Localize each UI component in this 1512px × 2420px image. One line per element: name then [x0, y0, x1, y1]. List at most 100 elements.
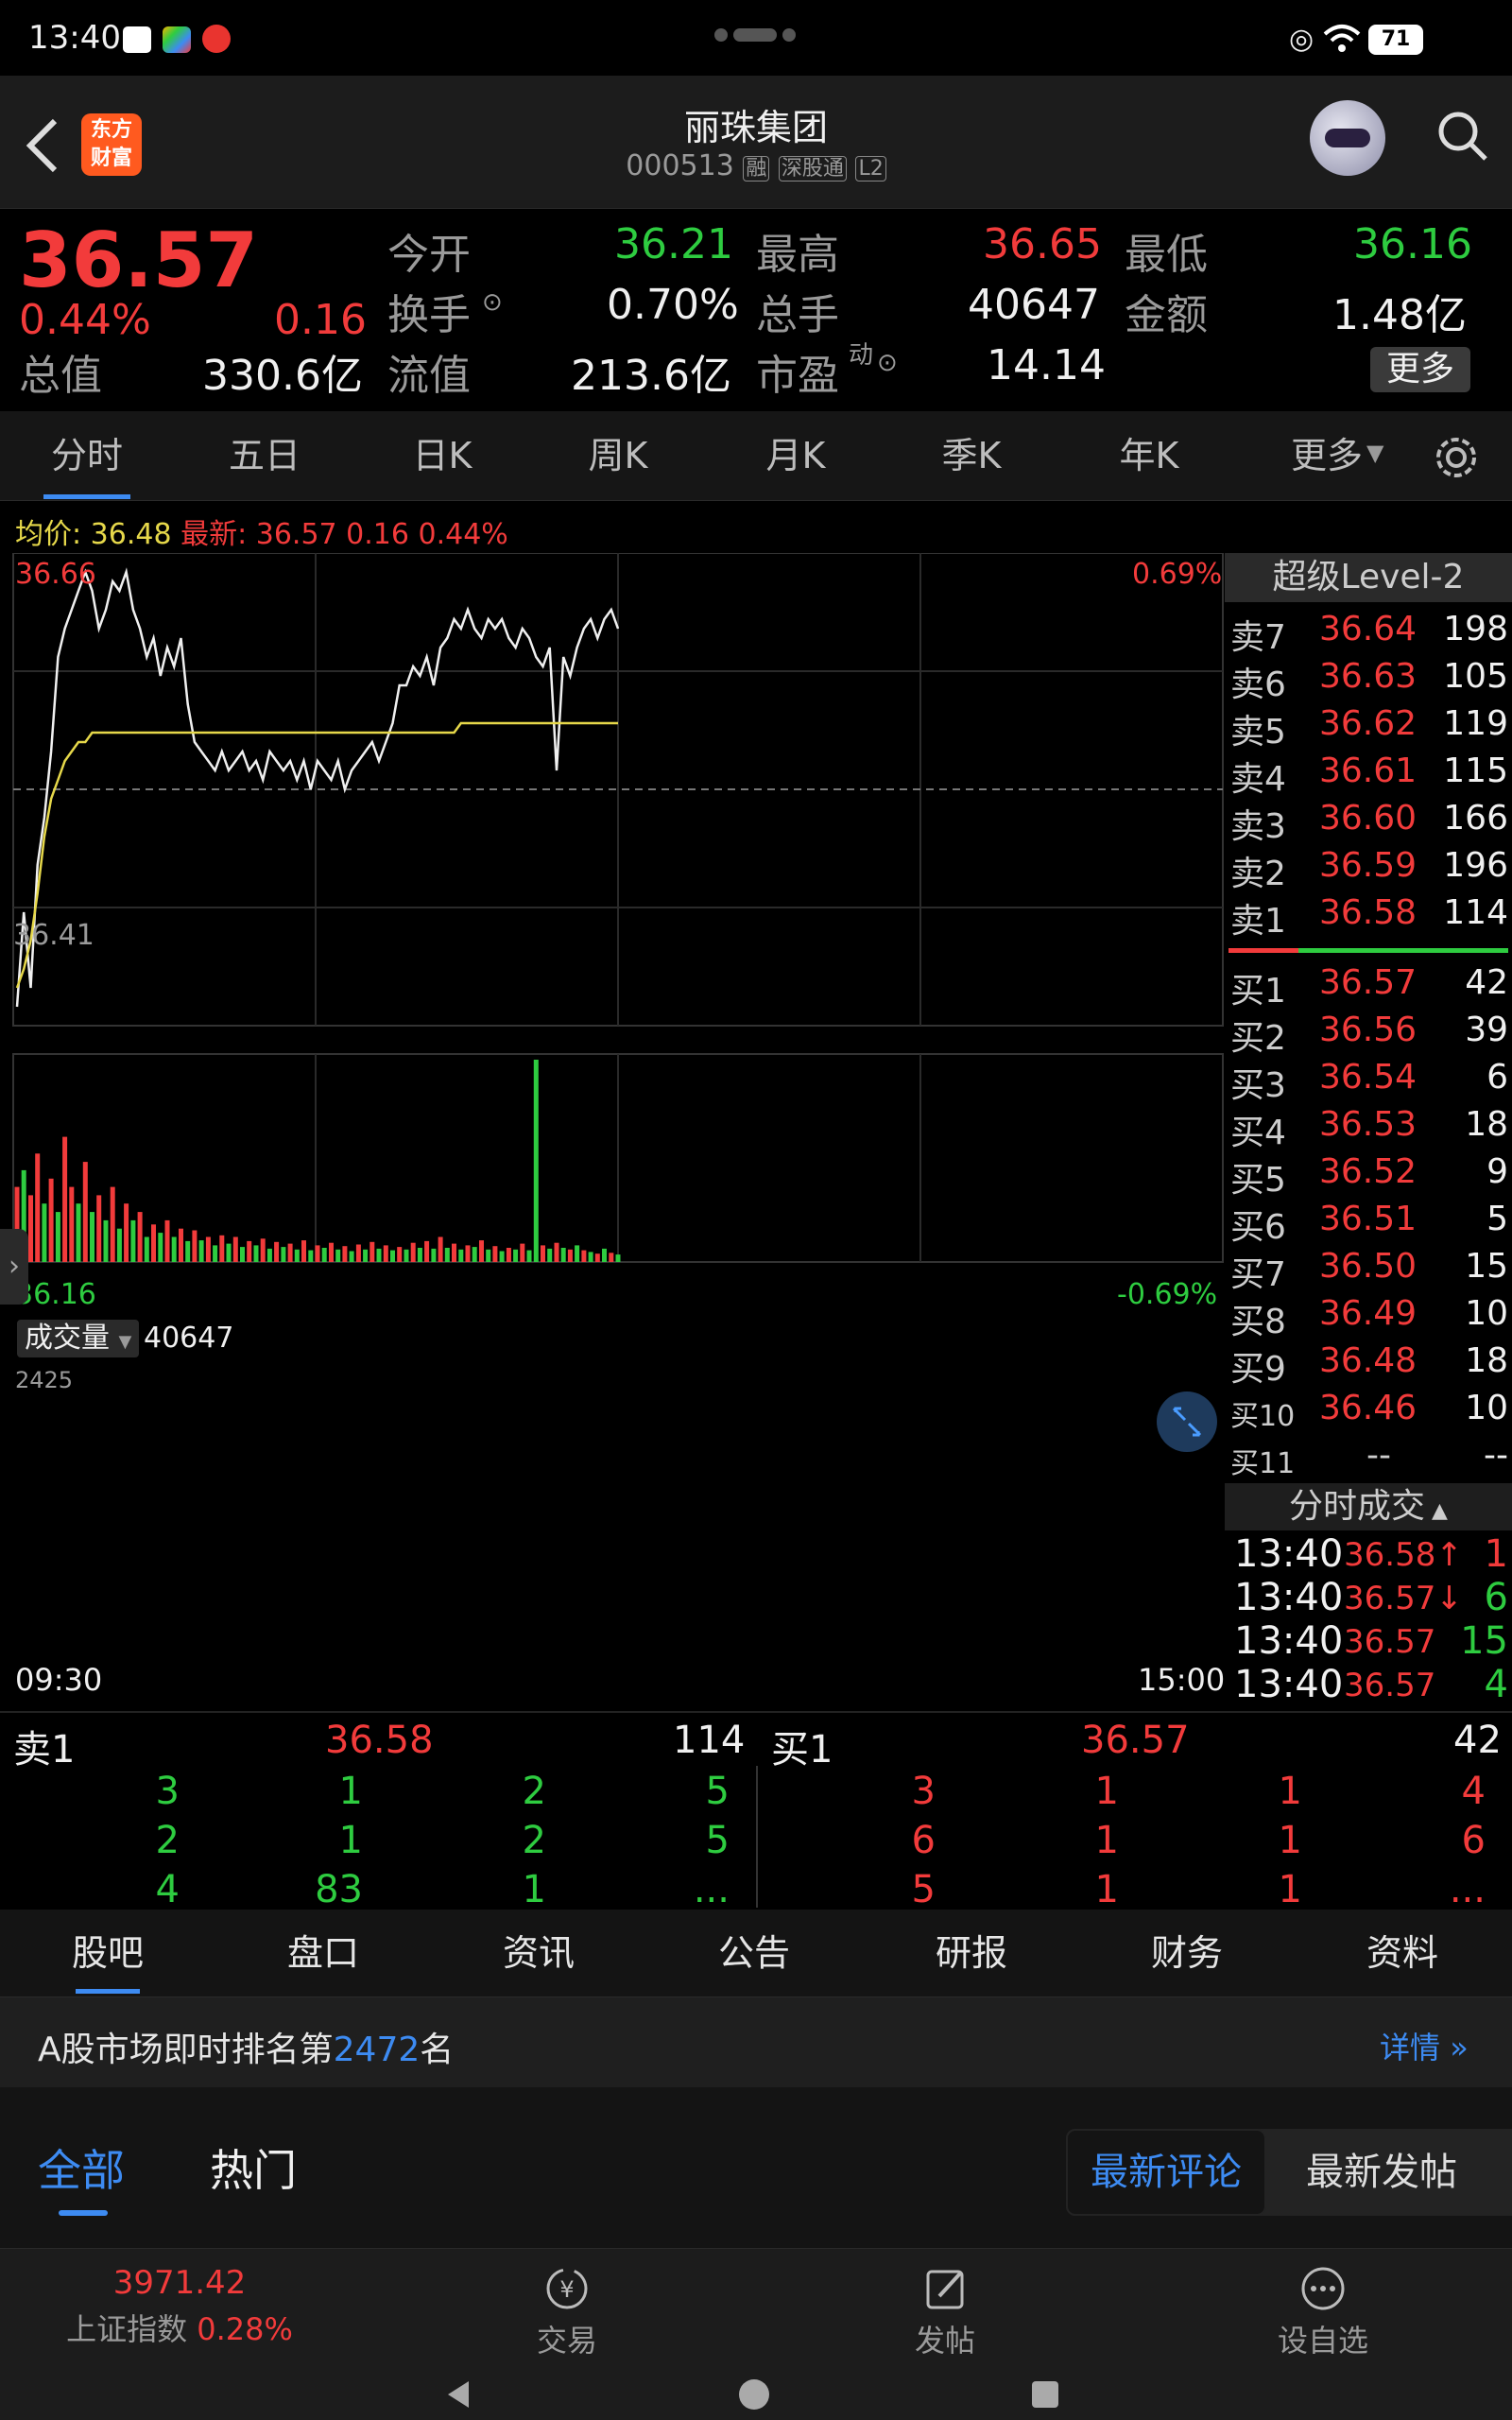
volume-bar [185, 1240, 191, 1262]
latest-post-button[interactable]: 最新发帖 [1306, 2151, 1457, 2194]
bid-label: 买2 [1230, 1019, 1286, 1058]
android-recents-icon[interactable] [1030, 2379, 1060, 2410]
brand-logo[interactable]: 东方 财富 [81, 113, 142, 176]
chart-tabs: 分时 五日 日K 周K 月K 季K 年K 更多 ▼ [0, 411, 1512, 501]
ask-row[interactable]: 卖6 36.63 105 [1225, 653, 1512, 704]
bid-label: 买10 [1230, 1400, 1296, 1433]
volume-bar [213, 1245, 218, 1262]
ask-row[interactable]: 卖7 36.64 198 [1225, 606, 1512, 657]
tab-intraday[interactable]: 分时 [50, 435, 123, 476]
volume-bar [506, 1248, 511, 1262]
pct-top-label: 0.69% [1132, 558, 1223, 591]
side-drawer-handle-icon[interactable]: › [0, 1229, 28, 1305]
expand-chart-button[interactable] [1157, 1392, 1217, 1452]
ask-row[interactable]: 卖4 36.61 115 [1225, 748, 1512, 799]
price-chart[interactable] [0, 553, 1225, 1697]
ask-row[interactable]: 卖3 36.60 166 [1225, 795, 1512, 846]
back-icon[interactable] [25, 117, 62, 174]
tab-weekly-k[interactable]: 周K [588, 435, 648, 476]
trade-yen-icon: ¥ [546, 2268, 588, 2309]
latest-comment-button[interactable]: 最新评论 [1066, 2129, 1266, 2216]
settings-gear-icon[interactable] [1433, 434, 1480, 481]
queue-sell-cell: 83 [315, 1868, 363, 1911]
tab-monthly-k[interactable]: 月K [765, 435, 826, 476]
volume-bar [499, 1251, 505, 1262]
android-back-icon[interactable] [444, 2377, 472, 2411]
tick-price: 36.57 [1344, 1623, 1436, 1661]
tab-yearly-k[interactable]: 年K [1119, 435, 1179, 476]
rank-detail-link[interactable]: 详情 » [1380, 2030, 1469, 2066]
ticks-title[interactable]: 分时成交 ▲ [1225, 1483, 1512, 1530]
volume-bar [575, 1245, 580, 1262]
bid-label: 买11 [1230, 1447, 1296, 1480]
volume-bar [198, 1240, 204, 1262]
index-ticker[interactable]: 3971.42 上证指数 0.28% [57, 2264, 302, 2359]
tab-daily-k[interactable]: 日K [412, 435, 472, 476]
tab-quarterly-k[interactable]: 季K [941, 435, 1002, 476]
volume-bar [438, 1236, 443, 1262]
android-home-icon[interactable] [737, 2377, 771, 2411]
tick-row: 13:40 36.58↑ 1 [1225, 1532, 1512, 1576]
level2-title[interactable]: 超级Level-2 [1225, 553, 1512, 602]
bid-row[interactable]: 买10 36.46 10 [1225, 1385, 1512, 1433]
nav-watchlist[interactable]: 设自选 [1266, 2264, 1380, 2368]
feed-tab-all[interactable]: 全部 [38, 2145, 125, 2196]
bid-row[interactable]: 买6 36.51 5 [1225, 1196, 1512, 1247]
tab-research[interactable]: 研报 [935, 1932, 1007, 1974]
volume-bar [130, 1219, 136, 1262]
tab-guba[interactable]: 股吧 [71, 1932, 144, 1974]
volume-bar [465, 1245, 471, 1262]
feed-tab-hot[interactable]: 热门 [210, 2145, 297, 2196]
volume-bar [274, 1241, 280, 1262]
pe-info-icon[interactable]: ⊙ [877, 349, 898, 377]
avg-price-value: 36.48 [90, 518, 172, 551]
bid-row[interactable]: 买11 -- -- [1225, 1432, 1512, 1480]
turnover-info-icon[interactable]: ⊙ [482, 288, 503, 317]
ask-row[interactable]: 卖2 36.59 196 [1225, 842, 1512, 893]
bid-vol: 18 [1465, 1105, 1508, 1144]
volume-max-label: 2425 [15, 1367, 74, 1393]
volume-bar [164, 1219, 170, 1262]
queue-sell-cell: 2 [155, 1819, 180, 1862]
rank-bar[interactable]: A股市场即时排名第2472名 详情 » [0, 1996, 1512, 2087]
info-tabs: 股吧 盘口 资讯 公告 研报 财务 资料 [0, 1910, 1512, 1996]
volume-bar [124, 1203, 129, 1262]
turnover-value: 0.70% [607, 281, 739, 329]
bid-row[interactable]: 买3 36.54 6 [1225, 1054, 1512, 1105]
bid-row[interactable]: 买2 36.56 39 [1225, 1007, 1512, 1058]
volume-bar [260, 1238, 266, 1262]
bid-row[interactable]: 买9 36.48 18 [1225, 1338, 1512, 1389]
bid-row[interactable]: 买1 36.57 42 [1225, 959, 1512, 1011]
tab-finance[interactable]: 财务 [1150, 1932, 1223, 1974]
search-icon[interactable] [1435, 108, 1491, 164]
window-handle[interactable] [714, 28, 798, 42]
tab-more[interactable]: 更多 [1290, 435, 1363, 476]
nav-post[interactable]: 发帖 [888, 2264, 1002, 2368]
bid-row[interactable]: 买4 36.53 18 [1225, 1101, 1512, 1152]
volume-label: 总手 [756, 291, 839, 339]
bid-row[interactable]: 买7 36.50 15 [1225, 1243, 1512, 1294]
tab-profile[interactable]: 资料 [1366, 1932, 1438, 1974]
nav-trade[interactable]: ¥ 交易 [510, 2264, 624, 2368]
bid-price: 36.57 [1319, 963, 1418, 1002]
high-label: 最高 [756, 231, 839, 279]
tab-pankou[interactable]: 盘口 [286, 1932, 359, 1974]
ask-row[interactable]: 卖1 36.58 114 [1225, 890, 1512, 941]
bid-vol: 39 [1465, 1011, 1508, 1049]
ask-price: 36.59 [1319, 846, 1418, 885]
more-button[interactable]: 更多 [1370, 347, 1470, 392]
high-value: 36.65 [983, 220, 1102, 268]
robot-assistant-icon[interactable] [1310, 100, 1385, 176]
ask-label: 卖5 [1230, 713, 1286, 752]
bid-row[interactable]: 买8 36.49 10 [1225, 1290, 1512, 1341]
ask-row[interactable]: 卖5 36.62 119 [1225, 700, 1512, 752]
tick-vol: 15 [1460, 1619, 1508, 1663]
queue-sell-cell: 2 [522, 1770, 546, 1813]
bid-row[interactable]: 买5 36.52 9 [1225, 1149, 1512, 1200]
app-badge-icon [202, 25, 231, 53]
tab-announcements[interactable]: 公告 [717, 1932, 790, 1974]
queue-sell-vol: 114 [673, 1719, 746, 1762]
tab-news[interactable]: 资讯 [502, 1932, 575, 1974]
volume-indicator-select[interactable]: 成交量 ▼ [17, 1320, 140, 1357]
tab-five-day[interactable]: 五日 [228, 435, 301, 476]
